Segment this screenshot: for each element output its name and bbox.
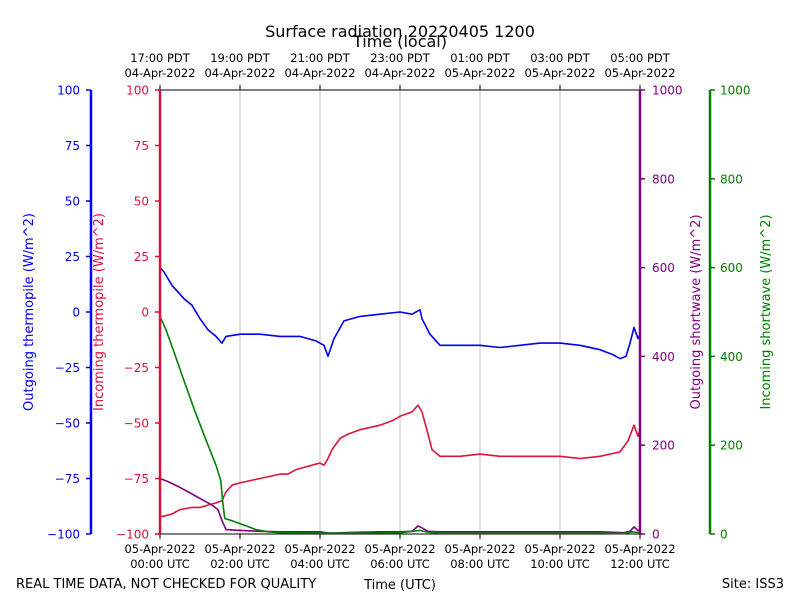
y-axes: −100 −75 −50 −25 0 25 50 75 100 Outgoing thermopi…: [22, 84, 774, 542]
y-tick-label: 400: [652, 350, 675, 364]
y-tick-label: 800: [720, 172, 743, 186]
y-tick-label: −50: [124, 417, 149, 431]
y-tick-label: −75: [124, 472, 149, 486]
y-tick-label: 50: [134, 195, 149, 209]
x-local-tick-date: 04-Apr-2022: [364, 66, 435, 80]
x-local-tick-date: 04-Apr-2022: [204, 66, 275, 80]
x-local-tick-time: 01:00 PDT: [450, 51, 511, 65]
y-axis-title-in_thermo: Incoming thermopile (W/m^2): [92, 213, 107, 411]
y-tick-label: −100: [47, 528, 80, 542]
x-utc-tick-date: 05-Apr-2022: [604, 542, 675, 556]
x-local-tick-time: 05:00 PDT: [610, 51, 671, 65]
x-local-tick-time: 19:00 PDT: [210, 51, 271, 65]
y-axis-title-out_thermo: Outgoing thermopile (W/m^2): [22, 213, 37, 411]
y-tick-label: −50: [55, 417, 80, 431]
x-local-tick-date: 04-Apr-2022: [284, 66, 355, 80]
y-tick-label: 1000: [652, 84, 683, 98]
y-tick-label: 800: [652, 172, 675, 186]
y-tick-label: −25: [55, 361, 80, 375]
site-label: Site: ISS3: [722, 577, 784, 592]
y-tick-label: 0: [720, 528, 728, 542]
y-tick-label: 100: [57, 84, 80, 98]
series-line-out_thermo: [159, 267, 641, 360]
y-axis-title-out_sw: Outgoing shortwave (W/m^2): [689, 214, 704, 409]
y-tick-label: 600: [720, 261, 743, 275]
x-utc-tick-date: 05-Apr-2022: [284, 542, 355, 556]
x-local-tick-time: 17:00 PDT: [130, 51, 191, 65]
y-tick-label: 0: [72, 306, 80, 320]
x-local-tick-date: 05-Apr-2022: [524, 66, 595, 80]
x-utc-tick-time: 04:00 UTC: [290, 557, 350, 571]
y-tick-label: 0: [652, 528, 660, 542]
y-tick-label: −75: [55, 472, 80, 486]
x-local-axis-title: Time (local): [352, 32, 447, 51]
x-utc-tick-date: 05-Apr-2022: [364, 542, 435, 556]
y-tick-label: 25: [65, 250, 80, 264]
y-tick-label: 100: [126, 84, 149, 98]
x-utc-tick-date: 05-Apr-2022: [204, 542, 275, 556]
y-tick-label: 50: [65, 195, 80, 209]
y-axis-title-in_sw: Incoming shortwave (W/m^2): [759, 214, 774, 409]
chart-title: Surface radiation 20220405 1200: [265, 22, 535, 41]
x-utc-tick-time: 02:00 UTC: [210, 557, 270, 571]
quality-note: REAL TIME DATA, NOT CHECKED FOR QUALITY: [16, 577, 316, 592]
y-tick-label: 400: [720, 350, 743, 364]
x-local-tick-time: 21:00 PDT: [290, 51, 351, 65]
y-tick-label: 0: [141, 306, 149, 320]
x-local-tick-date: 05-Apr-2022: [444, 66, 515, 80]
x-local-tick-time: 23:00 PDT: [370, 51, 431, 65]
y-tick-label: 200: [652, 439, 675, 453]
x-utc-axis-title: Time (UTC): [363, 578, 436, 593]
y-tick-label: 600: [652, 261, 675, 275]
y-tick-label: 75: [65, 139, 80, 153]
y-tick-label: 25: [134, 250, 149, 264]
y-tick-label: −25: [124, 361, 149, 375]
y-tick-label: 1000: [720, 84, 751, 98]
x-utc-tick-time: 12:00 UTC: [610, 557, 670, 571]
x-utc-tick-time: 00:00 UTC: [130, 557, 190, 571]
y-tick-label: −100: [116, 528, 149, 542]
data-series: [159, 267, 641, 535]
y-tick-label: 200: [720, 439, 743, 453]
x-utc-tick-time: 10:00 UTC: [530, 557, 590, 571]
y-tick-label: 75: [134, 139, 149, 153]
x-utc-tick-date: 05-Apr-2022: [524, 542, 595, 556]
x-utc-tick-date: 05-Apr-2022: [124, 542, 195, 556]
x-utc-tick-time: 06:00 UTC: [370, 557, 430, 571]
series-line-in_thermo: [160, 404, 641, 517]
x-utc-tick-date: 05-Apr-2022: [444, 542, 515, 556]
series-line-in_sw: [159, 316, 641, 535]
x-local-tick-date: 04-Apr-2022: [124, 66, 195, 80]
x-local-tick-time: 03:00 PDT: [530, 51, 591, 65]
x-utc-tick-time: 08:00 UTC: [450, 557, 510, 571]
x-local-tick-date: 05-Apr-2022: [604, 66, 675, 80]
